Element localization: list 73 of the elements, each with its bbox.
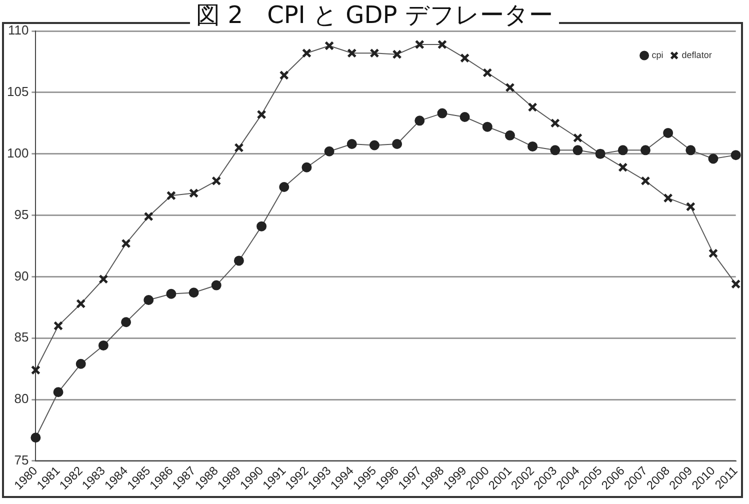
y-tick-label: 95 <box>14 206 29 222</box>
point <box>279 70 289 80</box>
point <box>437 40 447 50</box>
point <box>437 108 448 118</box>
point <box>460 53 470 63</box>
point <box>414 40 424 50</box>
chart-title: 図 2 CPI と GDP デフレーター <box>190 1 559 29</box>
point <box>640 176 650 186</box>
y-tick-label: 75 <box>14 452 29 468</box>
point <box>53 387 64 398</box>
point <box>98 274 108 284</box>
point <box>708 248 718 258</box>
point <box>550 118 560 128</box>
point <box>482 122 492 132</box>
point <box>414 116 425 126</box>
point <box>121 317 132 328</box>
point <box>392 50 402 60</box>
point <box>234 142 244 152</box>
point <box>211 280 222 290</box>
y-tick-label: 110 <box>8 22 29 38</box>
point <box>144 212 154 222</box>
point <box>188 288 199 298</box>
point <box>640 145 650 156</box>
point <box>370 48 380 58</box>
y-tick-label: 90 <box>14 268 29 284</box>
point <box>686 145 696 156</box>
point <box>302 162 312 172</box>
point <box>392 139 402 150</box>
point <box>369 140 380 150</box>
point <box>618 145 628 156</box>
y-tick-label: 85 <box>14 330 29 345</box>
point <box>256 221 267 232</box>
point <box>76 358 86 369</box>
point <box>324 40 334 51</box>
y-tick-label: 80 <box>14 391 29 406</box>
point <box>76 298 86 308</box>
point <box>550 145 560 156</box>
point <box>663 193 673 203</box>
point <box>346 139 357 150</box>
point <box>234 256 244 266</box>
point <box>686 202 696 212</box>
point <box>212 176 222 186</box>
point <box>189 188 199 198</box>
point <box>731 279 741 289</box>
point <box>708 154 718 164</box>
point <box>528 102 538 112</box>
y-tick-label: 105 <box>6 84 29 99</box>
point <box>279 182 290 192</box>
point <box>30 365 40 375</box>
legend-label: deflator <box>682 50 712 60</box>
point <box>324 146 334 156</box>
point <box>166 190 176 200</box>
point <box>98 340 108 350</box>
point <box>347 48 357 58</box>
point <box>730 150 741 160</box>
point <box>256 110 266 120</box>
point <box>482 68 492 78</box>
point <box>302 48 312 58</box>
point <box>460 112 470 122</box>
y-tick-label: 100 <box>6 145 29 160</box>
point <box>144 295 154 306</box>
point <box>528 141 538 152</box>
legend-label: cpi <box>652 50 664 60</box>
point <box>166 288 176 299</box>
point <box>53 321 64 331</box>
point <box>30 432 41 443</box>
point <box>572 133 583 143</box>
point <box>618 162 628 172</box>
point <box>572 145 583 156</box>
point <box>505 82 515 92</box>
point <box>121 238 131 248</box>
point <box>504 130 515 140</box>
point <box>663 128 674 138</box>
